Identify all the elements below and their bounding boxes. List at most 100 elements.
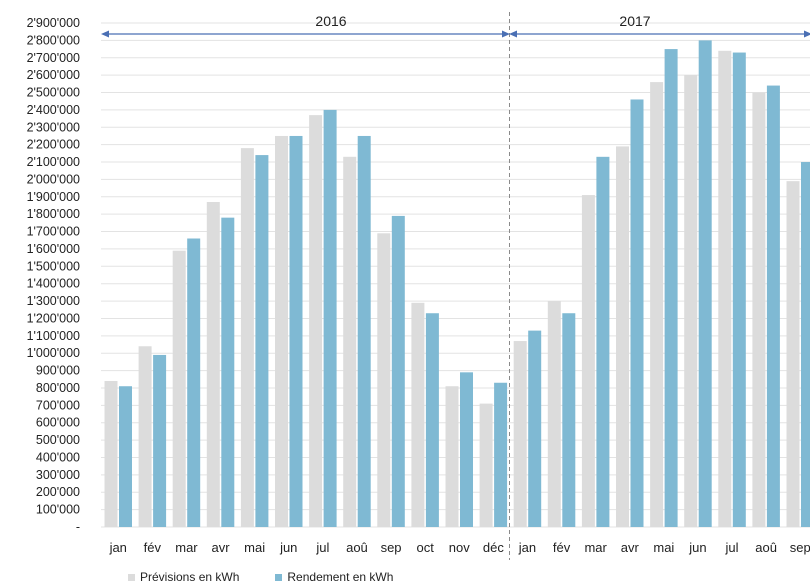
x-tick-label: avr	[621, 540, 640, 555]
y-tick-label: 1'300'000	[27, 294, 80, 308]
bar-yield	[119, 386, 132, 527]
bar-yield	[221, 218, 234, 527]
x-tick-label: mar	[175, 540, 198, 555]
legend-item-forecast: Prévisions en kWh	[128, 570, 239, 584]
x-tick-label: oct	[416, 540, 434, 555]
y-tick-label: 1'700'000	[27, 225, 80, 239]
bar-forecast	[411, 303, 424, 527]
bar-yield	[324, 110, 337, 527]
bar-forecast	[309, 115, 322, 527]
bar-forecast	[684, 75, 697, 527]
x-tick-label: aoû	[346, 540, 368, 555]
y-tick-label: 2'600'000	[27, 68, 80, 82]
x-tick-label: jun	[279, 540, 297, 555]
y-tick-label: 100'000	[36, 503, 80, 517]
legend-label-forecast: Prévisions en kWh	[140, 570, 239, 584]
x-axis-ticks: jan fév mar avr mai jun jul aoû sep oct nov déc jan f…	[109, 540, 810, 555]
bar-forecast	[514, 341, 527, 527]
bar-forecast	[446, 386, 459, 527]
y-tick-label: 2'400'000	[27, 103, 80, 117]
bar-yield	[153, 355, 166, 527]
bar-forecast	[718, 51, 731, 527]
y-tick-label: 2'800'000	[27, 33, 80, 47]
x-tick-label: jan	[518, 540, 536, 555]
bar-yield	[494, 383, 507, 527]
bar-yield	[255, 155, 268, 527]
y-tick-label: 1'800'000	[27, 207, 80, 221]
y-tick-label: 1'000'000	[27, 346, 80, 360]
bar-yield	[665, 49, 678, 527]
bar-yield	[358, 136, 371, 527]
y-tick-label: 1'900'000	[27, 190, 80, 204]
bar-yield	[562, 313, 575, 527]
bar-forecast	[105, 381, 118, 527]
x-tick-label: sep	[381, 540, 402, 555]
x-tick-label: jul	[725, 540, 739, 555]
y-tick-label: 600'000	[36, 416, 80, 430]
y-tick-label: 700'000	[36, 398, 80, 412]
x-tick-label: avr	[212, 540, 231, 555]
bar-forecast	[241, 148, 254, 527]
bar-yield	[426, 313, 439, 527]
y-tick-label: 2'000'000	[27, 172, 80, 186]
y-tick-label: 2'200'000	[27, 138, 80, 152]
bar-yield	[733, 53, 746, 527]
y-tick-label: 500'000	[36, 433, 80, 447]
y-tick-label: 800'000	[36, 381, 80, 395]
bar-yield	[187, 239, 200, 527]
y-tick-label: 1'600'000	[27, 242, 80, 256]
bar-yield	[801, 162, 810, 527]
x-tick-label: mai	[653, 540, 674, 555]
bar-forecast	[377, 233, 390, 527]
bar-forecast	[650, 82, 663, 527]
x-tick-label: aoû	[755, 540, 777, 555]
bar-yield	[528, 331, 541, 527]
year-label-2017: 2017	[619, 13, 650, 29]
y-tick-label: 300'000	[36, 468, 80, 482]
bar-forecast	[343, 157, 356, 527]
x-tick-label: nov	[449, 540, 470, 555]
bar-forecast	[582, 195, 595, 527]
bar-yield	[460, 372, 473, 527]
y-tick-label: 1'100'000	[27, 329, 80, 343]
bar-yield	[631, 99, 644, 527]
bar-yield	[596, 157, 609, 527]
y-tick-label: 1'500'000	[27, 259, 80, 273]
y-tick-label: 2'900'000	[27, 16, 80, 30]
y-tick-label: 2'300'000	[27, 120, 80, 134]
y-tick-label: 900'000	[36, 364, 80, 378]
legend-swatch-yield	[275, 574, 282, 581]
y-tick-label: 1'400'000	[27, 277, 80, 291]
x-tick-label: jan	[109, 540, 127, 555]
y-tick-label: 2'500'000	[27, 86, 80, 100]
bar-yield	[699, 40, 712, 527]
x-tick-label: déc	[483, 540, 504, 555]
x-tick-label: jun	[688, 540, 706, 555]
bar-forecast	[752, 93, 765, 527]
x-tick-label: mai	[244, 540, 265, 555]
bar-forecast	[139, 346, 152, 527]
bar-forecast	[616, 146, 629, 527]
bar-forecast	[275, 136, 288, 527]
x-tick-label: sep	[790, 540, 810, 555]
y-tick-label: 2'100'000	[27, 155, 80, 169]
legend-item-yield: Rendement en kWh	[275, 570, 393, 584]
bar-forecast	[173, 251, 186, 527]
legend-label-yield: Rendement en kWh	[287, 570, 393, 584]
y-tick-label: 2'700'000	[27, 51, 80, 65]
bar-forecast	[207, 202, 220, 527]
legend: Prévisions en kWh Rendement en kWh	[128, 570, 393, 584]
bar-yield	[290, 136, 303, 527]
bar-yield	[767, 86, 780, 527]
legend-swatch-forecast	[128, 574, 135, 581]
year-label-2016: 2016	[315, 13, 346, 29]
x-tick-label: jul	[315, 540, 329, 555]
bar-yield	[392, 216, 405, 527]
y-axis-ticks: - 100'000 200'000 300'000 400'000 500'000 600'…	[27, 16, 80, 534]
bar-forecast	[480, 404, 493, 527]
x-tick-label: mar	[584, 540, 607, 555]
y-tick-label: 400'000	[36, 450, 80, 464]
bar-forecast	[548, 301, 561, 527]
y-tick-label: 1'200'000	[27, 311, 80, 325]
